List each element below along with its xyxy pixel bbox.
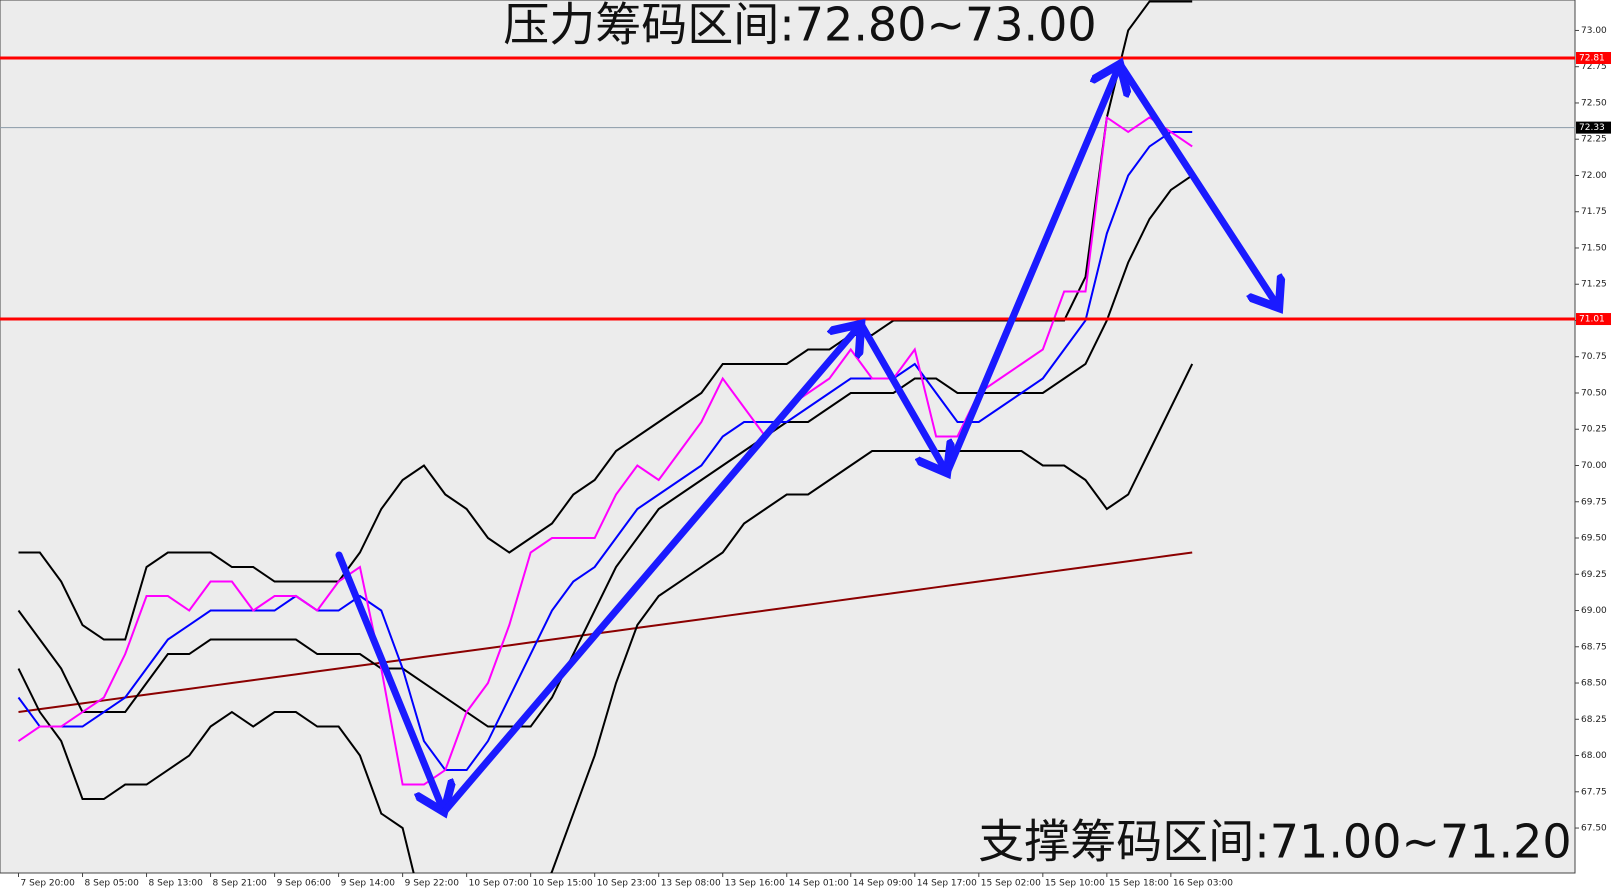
x-tick-label: 8 Sep 13:00 — [149, 879, 204, 889]
y-tick-label: 71.25 — [1581, 280, 1607, 290]
x-tick-label: 8 Sep 05:00 — [85, 879, 140, 889]
plot-area — [0, 0, 1576, 874]
series-line — [17, 174, 1193, 728]
y-tick-label: 68.75 — [1581, 642, 1607, 652]
x-tick-label: 10 Sep 23:00 — [597, 879, 657, 889]
x-tick-label: 15 Sep 02:00 — [981, 879, 1041, 889]
y-tick-label: 72.00 — [1581, 171, 1607, 181]
x-tick-label: 9 Sep 22:00 — [405, 879, 460, 889]
y-tick-label: 72.25 — [1581, 135, 1607, 145]
x-tick-label: 16 Sep 03:00 — [1173, 879, 1233, 889]
series-line — [17, 115, 1193, 786]
x-tick-label: 9 Sep 06:00 — [277, 879, 332, 889]
x-tick-label: 14 Sep 17:00 — [917, 879, 977, 889]
y-tick-label: 69.00 — [1581, 606, 1607, 616]
current-price-label: 72.33 — [1579, 123, 1605, 133]
y-tick-label: 72.75 — [1581, 62, 1607, 72]
arrow — [943, 64, 1120, 477]
y-tick-label: 70.25 — [1581, 425, 1607, 435]
series-line — [17, 130, 1193, 772]
x-tick-label: 9 Sep 14:00 — [341, 879, 396, 889]
arrow — [440, 324, 861, 816]
y-tick-label: 68.25 — [1581, 715, 1607, 725]
arrow — [335, 551, 444, 812]
y-tick-label: 70.50 — [1581, 388, 1607, 398]
price-box — [1576, 313, 1611, 326]
trend-arrows — [335, 60, 1279, 816]
y-tick-label: 70.75 — [1581, 352, 1607, 362]
series-line — [18, 551, 1193, 714]
reference-label: 72.81 — [1579, 54, 1605, 64]
x-tick-label: 13 Sep 16:00 — [725, 879, 785, 889]
x-tick-label: 14 Sep 01:00 — [789, 879, 849, 889]
x-tick-label: 7 Sep 20:00 — [21, 879, 76, 889]
price-box — [1576, 52, 1611, 65]
y-tick-label: 69.25 — [1581, 570, 1607, 580]
y-tick-label: 67.50 — [1581, 824, 1607, 834]
series-line — [17, 363, 1194, 873]
arrow — [857, 320, 947, 473]
x-tick-label: 15 Sep 10:00 — [1045, 879, 1105, 889]
y-tick-label: 71.75 — [1581, 207, 1607, 217]
x-tick-label: 10 Sep 07:00 — [469, 879, 529, 889]
arrow — [1116, 60, 1279, 308]
y-tick-label: 72.50 — [1581, 98, 1607, 108]
reference-label: 71.01 — [1579, 315, 1605, 325]
x-tick-label: 8 Sep 21:00 — [213, 879, 268, 889]
y-tick-label: 68.00 — [1581, 751, 1607, 761]
y-tick-label: 73.00 — [1581, 26, 1607, 36]
y-tick-label: 70.00 — [1581, 461, 1607, 471]
x-tick-label: 10 Sep 15:00 — [533, 879, 593, 889]
y-tick-label: 69.75 — [1581, 497, 1607, 507]
chart-title: 压力筹码区间:72.80~73.00 — [503, 0, 1096, 52]
y-tick-label: 69.50 — [1581, 534, 1607, 544]
y-tick-label: 68.50 — [1581, 679, 1607, 689]
price-box — [1576, 121, 1611, 134]
x-tick-label: 14 Sep 09:00 — [853, 879, 913, 889]
x-tick-label: 13 Sep 08:00 — [661, 879, 721, 889]
annotation: 支撑筹码区间:71.00~71.20 — [978, 815, 1571, 869]
y-tick-label: 71.50 — [1581, 243, 1607, 253]
y-tick-label: 67.75 — [1581, 787, 1607, 797]
x-tick-label: 15 Sep 18:00 — [1109, 879, 1169, 889]
